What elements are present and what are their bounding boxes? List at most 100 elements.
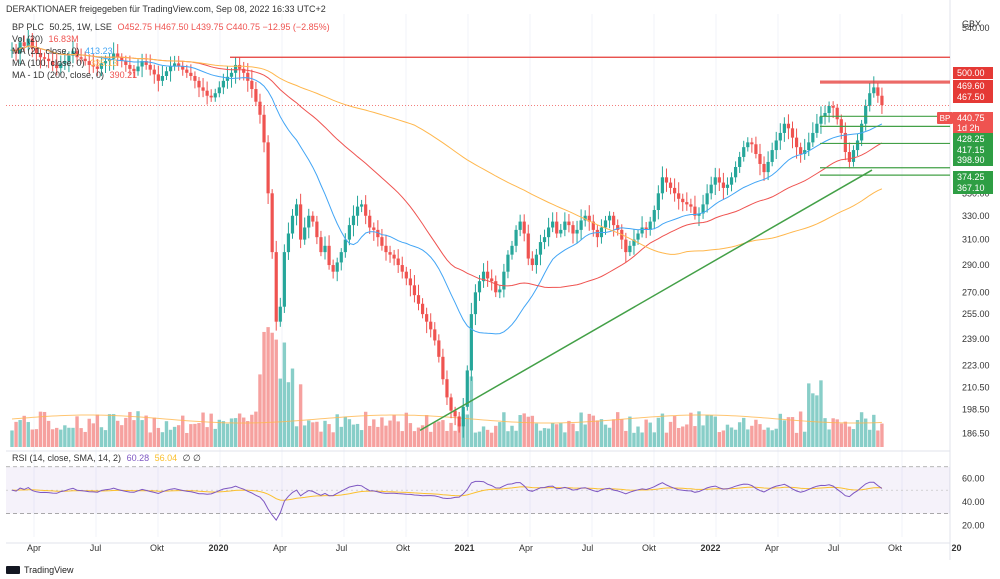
volume-bar: [412, 431, 417, 447]
volume-bar: [420, 425, 425, 447]
volume-bar: [30, 429, 35, 447]
candle-body: [603, 220, 608, 228]
volume-bar: [616, 412, 620, 447]
volume-bar: [120, 425, 124, 447]
candle-body: [742, 147, 746, 157]
candle-body: [721, 182, 725, 188]
candle-body: [705, 193, 709, 205]
volume-bar: [368, 425, 372, 447]
candle-body: [607, 215, 612, 221]
volume-bar: [648, 422, 652, 447]
volume-bar: [87, 418, 91, 447]
candle-body: [551, 221, 555, 228]
candle-body: [327, 245, 331, 266]
volume-bar: [567, 420, 571, 447]
volume-bar: [392, 414, 396, 447]
candle-body: [91, 64, 95, 67]
volume-bar: [75, 416, 79, 447]
volume-bar: [534, 423, 539, 447]
volume-bar: [164, 421, 169, 447]
candle-body: [205, 90, 209, 96]
volume-bar: [298, 384, 303, 447]
candle-body: [441, 356, 445, 380]
candle-body: [689, 204, 693, 207]
volume-bar: [266, 327, 270, 447]
volume-bar: [815, 395, 819, 447]
volume-bar: [246, 421, 250, 447]
legend-ma21-value: 413.23: [85, 46, 113, 56]
candle-body: [701, 204, 705, 214]
volume-bar: [63, 425, 67, 447]
candle-body: [185, 69, 189, 73]
candle-body: [242, 68, 246, 73]
candle-body: [355, 206, 360, 216]
candle-body: [303, 227, 307, 240]
tradingview-brand[interactable]: TradingView: [6, 565, 74, 575]
volume-bar: [827, 429, 831, 447]
candle-body: [616, 225, 620, 230]
candle-body: [449, 397, 453, 411]
candle-body: [559, 229, 563, 234]
volume-bar: [59, 429, 63, 447]
candle-body: [697, 213, 701, 216]
candle-body: [258, 101, 262, 115]
x-tick-label: Jul: [90, 543, 102, 553]
trendline-segment: [419, 169, 873, 432]
volume-bar: [506, 431, 510, 447]
volume-bar: [782, 420, 787, 447]
candle-body: [120, 57, 124, 62]
volume-bar: [343, 416, 348, 447]
volume-bar: [237, 413, 242, 447]
volume-bar: [530, 415, 535, 447]
volume-bar: [233, 418, 238, 447]
volume-bar: [140, 420, 144, 447]
candle-body: [213, 93, 217, 98]
tradingview-logo-icon: [6, 566, 20, 574]
candle-body: [794, 137, 799, 148]
legend-ma200-value: 390.21: [109, 70, 138, 80]
volume-bar: [185, 432, 189, 447]
volume-bar: [148, 432, 152, 447]
candle-body: [538, 242, 543, 255]
legend-ma100-row[interactable]: MA (100, close, 0) 335.13: [12, 58, 121, 68]
volume-bar: [124, 417, 128, 447]
x-tick-label: 20: [951, 543, 961, 553]
candle-body: [152, 69, 156, 75]
volume-bar: [477, 431, 482, 447]
legend-symbol-row[interactable]: BP PLC 50.25, 1W, LSE O452.75 H467.50 L4…: [12, 22, 333, 32]
candle-body: [270, 193, 274, 253]
rsi-legend[interactable]: RSI (14, close, SMA, 14, 2) 60.28 56.04 …: [12, 453, 204, 464]
candle-body: [583, 215, 587, 221]
volume-bar: [697, 411, 701, 447]
x-tick-label: Apr: [519, 543, 533, 553]
volume-bar: [217, 419, 222, 447]
candle-body: [144, 61, 148, 65]
volume-bar: [636, 426, 640, 447]
candle-body: [46, 58, 51, 62]
volume-bar: [624, 430, 628, 447]
price-tag-label: 374.25: [957, 172, 985, 182]
legend-ma21-label: MA (21, close, 0): [12, 46, 80, 56]
volume-bar: [453, 430, 457, 447]
legend-vol-row[interactable]: Vol (20) 16.83M: [12, 34, 82, 44]
candle-body: [750, 142, 754, 145]
volume-bar: [445, 430, 449, 447]
volume-bar: [628, 416, 632, 447]
candle-body: [445, 379, 449, 398]
volume-bar: [396, 421, 400, 447]
candle-body: [855, 140, 860, 151]
legend-ma200-row[interactable]: MA - 1D (200, close, 0) 390.21: [12, 70, 140, 80]
candle-body: [376, 229, 380, 238]
volume-bar: [546, 428, 551, 447]
volume-bar: [603, 424, 608, 447]
volume-bar: [868, 429, 872, 447]
volume-bar: [498, 422, 502, 447]
volume-bar: [550, 423, 555, 447]
volume-bar: [34, 429, 39, 447]
legend-ma21-row[interactable]: MA (21, close, 0) 413.23: [12, 46, 116, 56]
x-tick-label: Jul: [336, 543, 348, 553]
volume-bar: [50, 429, 55, 447]
candle-body: [262, 114, 266, 143]
